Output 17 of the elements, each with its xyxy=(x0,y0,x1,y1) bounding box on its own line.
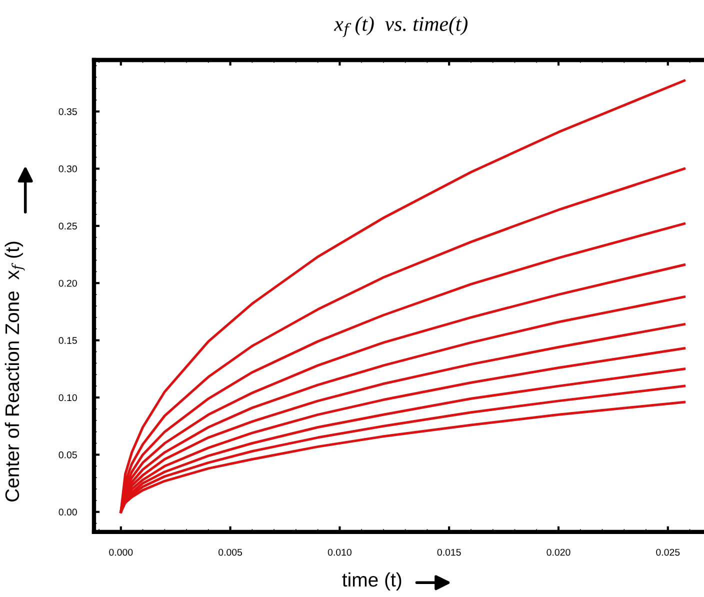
y-axis-title: Center of Reaction Zone x$_{f}$ (t) xyxy=(4,242,25,502)
y-tick-label: 0.00 xyxy=(58,508,77,516)
x-tick-label: 0.020 xyxy=(546,548,570,556)
y-tick-label: 0.35 xyxy=(58,108,77,116)
x-tick-label: 0.010 xyxy=(328,548,352,556)
y-tick-label: 0.20 xyxy=(58,280,77,287)
y-tick-label: 0.30 xyxy=(58,165,77,172)
x-tick-label: 0.025 xyxy=(656,548,680,556)
chart-title: x$_{f}$ (t) vs. time(t) xyxy=(334,16,468,38)
x-axis-title: time (t) xyxy=(342,572,402,591)
y-tick-label: 0.15 xyxy=(58,337,77,344)
y-tick-label: 0.25 xyxy=(58,222,77,230)
x-tick-label: 0.015 xyxy=(437,548,461,556)
x-tick-label: 0.000 xyxy=(109,548,133,556)
x-tick-label: 0.005 xyxy=(218,548,242,556)
y-tick-label: 0.05 xyxy=(58,451,77,458)
y-tick-label: 0.10 xyxy=(58,394,77,402)
